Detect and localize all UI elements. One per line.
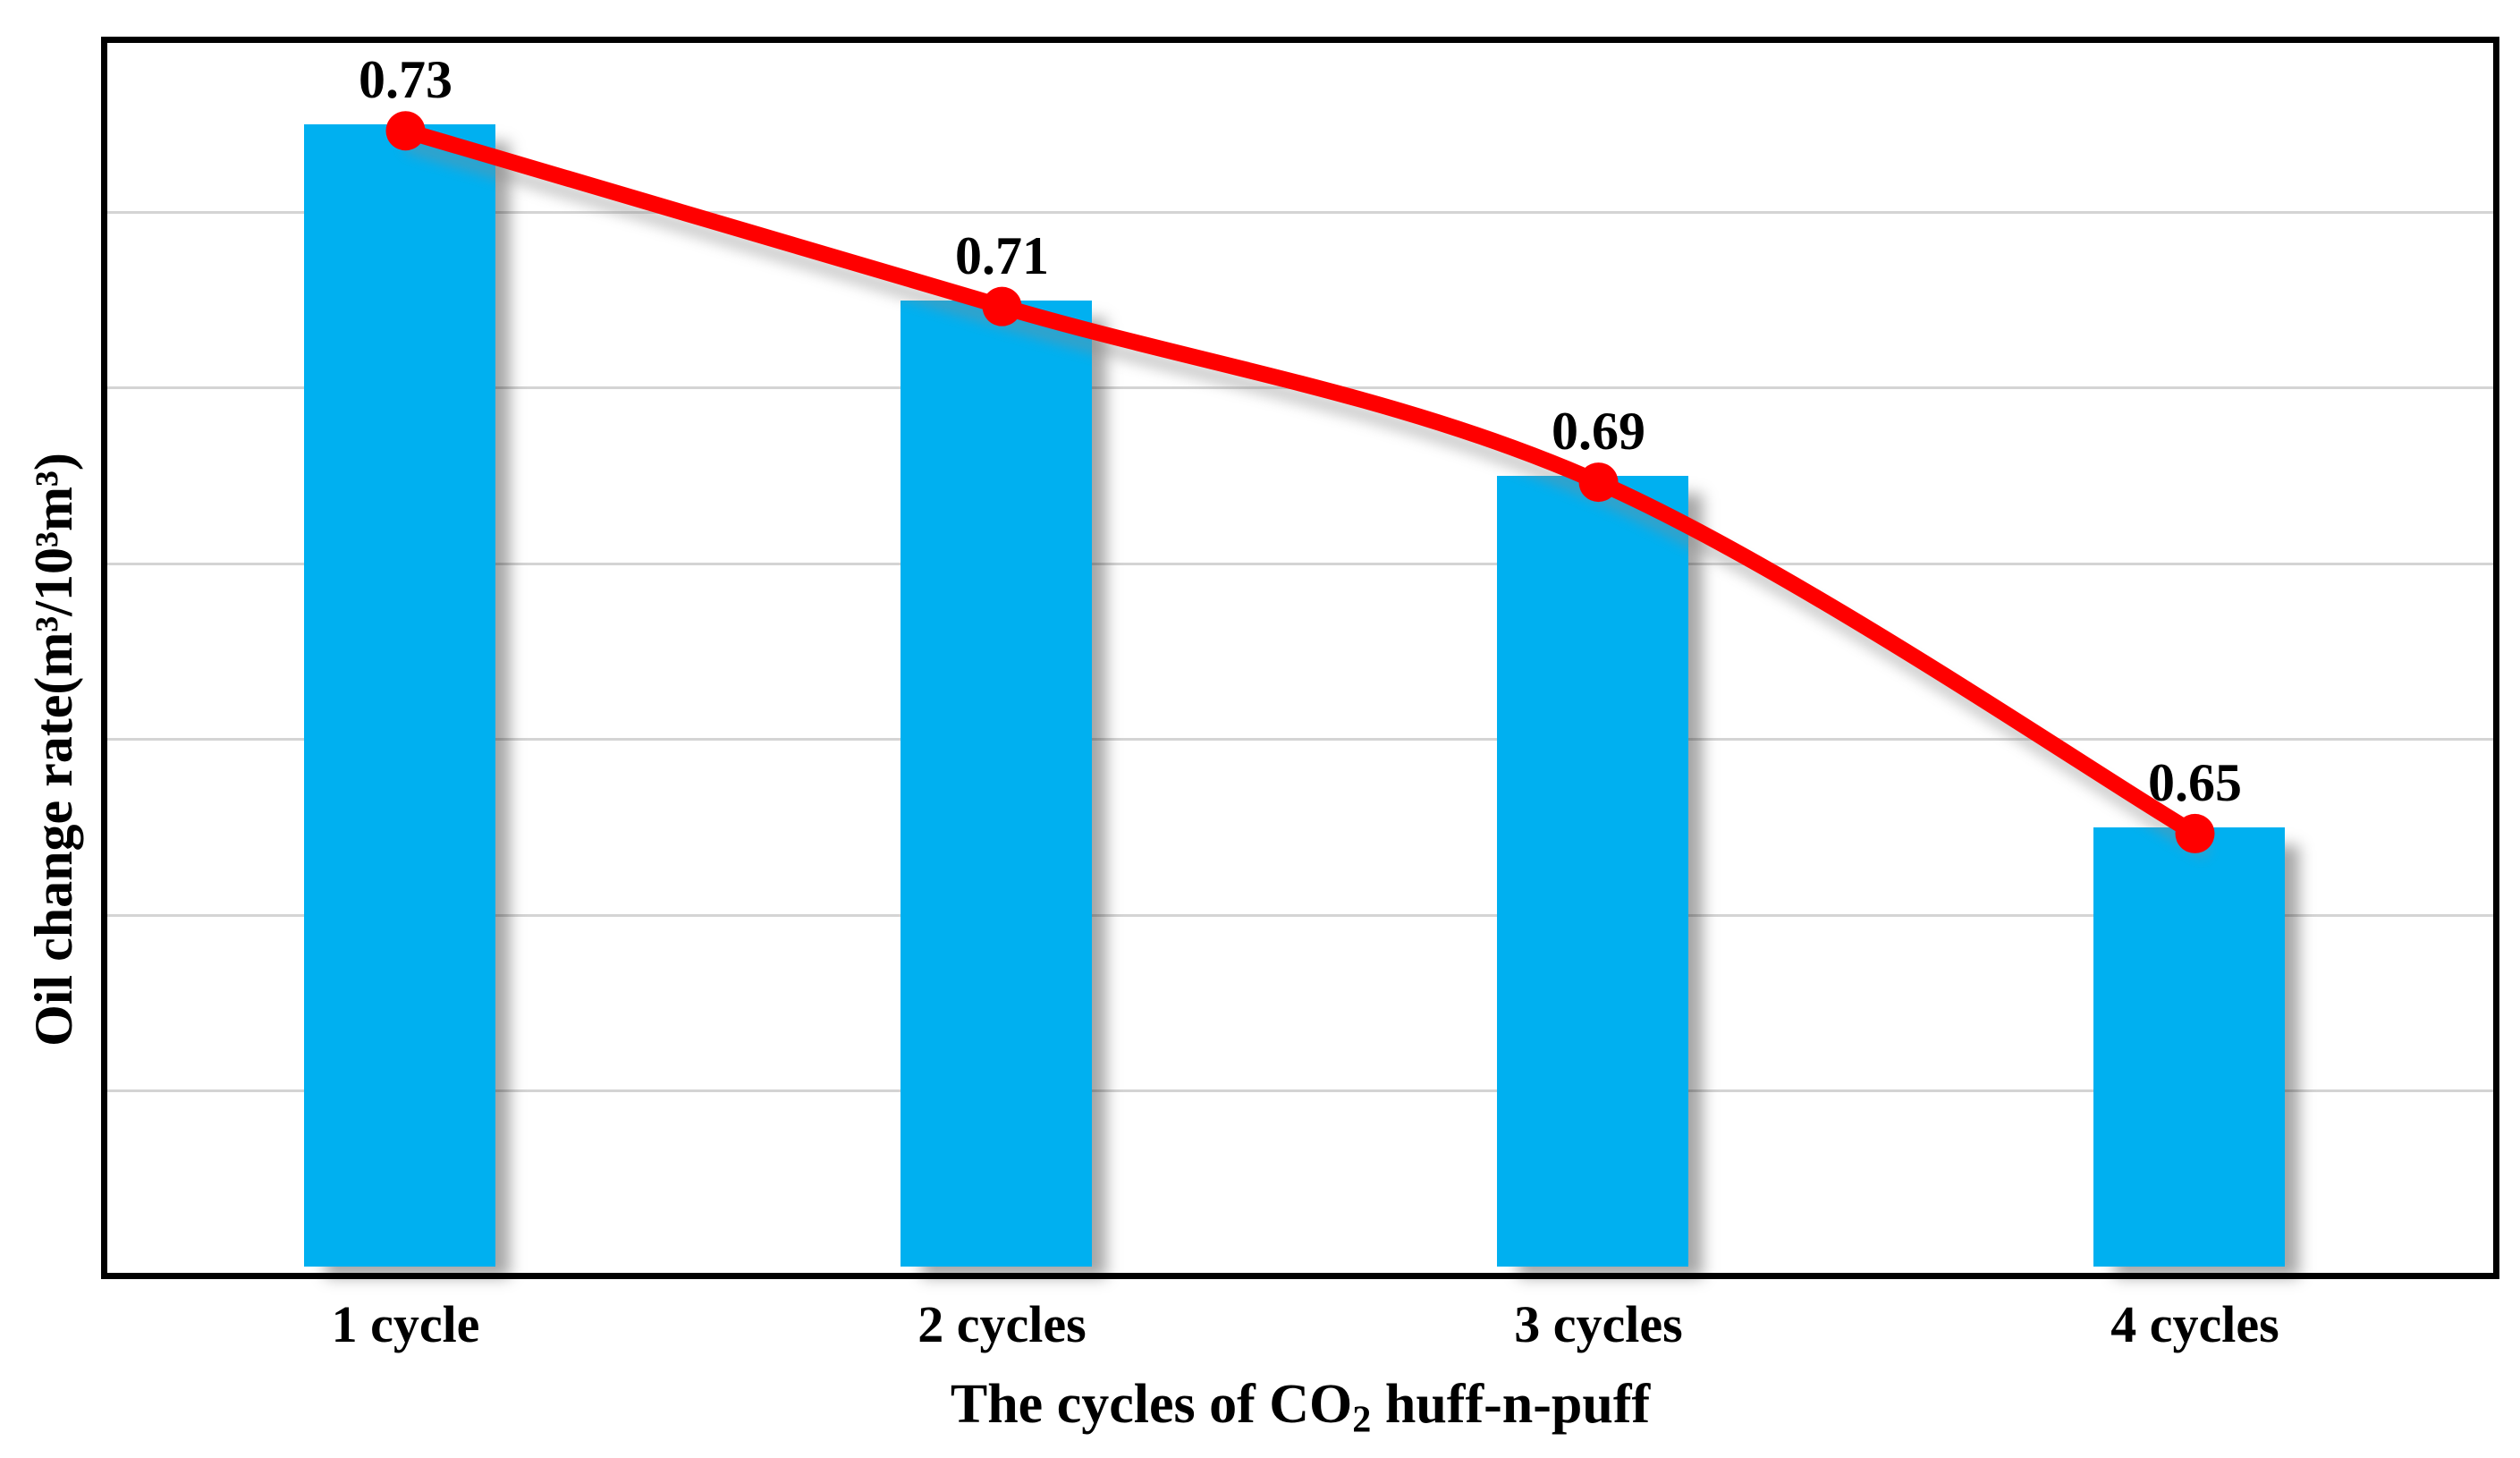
bar-3-cycles bbox=[1496, 476, 1688, 1267]
x-axis-title-subscript: 2 bbox=[1352, 1398, 1372, 1441]
x-tick-label: 2 cycles bbox=[918, 1295, 1087, 1353]
x-axis-title: The cycles of CO2 huff-n-puff bbox=[107, 1372, 2493, 1453]
bar-2-cycles bbox=[900, 300, 1092, 1267]
x-tick-label: 1 cycle bbox=[331, 1295, 480, 1353]
x-axis-title-text: The cycles of CO bbox=[950, 1374, 1353, 1435]
x-tick-label: 3 cycles bbox=[1514, 1295, 1683, 1353]
data-label: 0.73 bbox=[359, 50, 452, 110]
bar-4-cycles bbox=[2093, 826, 2285, 1267]
data-label: 0.71 bbox=[955, 225, 1049, 285]
y-axis-title: Oil change rate(m³/10³m³) bbox=[24, 453, 83, 1047]
x-axis-title-text: huff-n-puff bbox=[1371, 1374, 1651, 1435]
data-label: 0.69 bbox=[1552, 402, 1645, 462]
bar-1-cycle bbox=[303, 124, 495, 1267]
gridline bbox=[107, 913, 2493, 917]
x-tick-label: 4 cycles bbox=[2110, 1295, 2279, 1353]
data-label: 0.65 bbox=[2148, 752, 2242, 812]
gridline bbox=[107, 1089, 2493, 1093]
plot-area bbox=[101, 37, 2499, 1279]
